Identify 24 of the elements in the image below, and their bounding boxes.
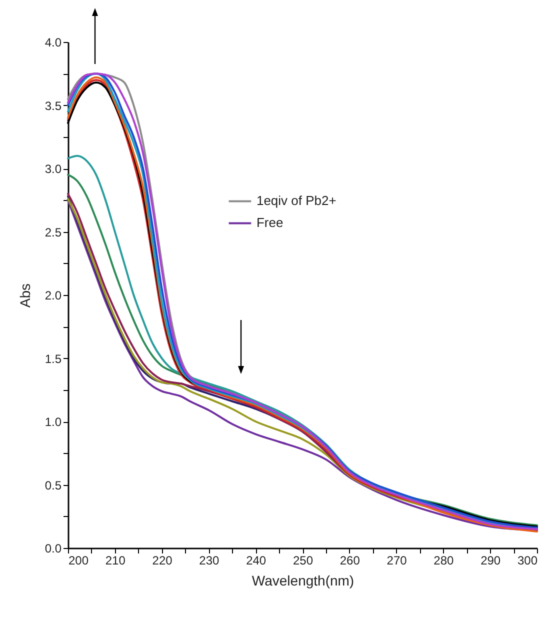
x-tick-label: 220 [152,554,173,568]
legend-label: Free [256,215,284,230]
y-tick-label: 2.0 [44,288,62,302]
x-axis-title: Wavelength(nm) [252,572,354,588]
x-tick-label: 250 [292,554,314,568]
x-tick-label: 290 [480,554,501,568]
x-tick-label: 240 [246,554,266,568]
y-tick-label: 3.5 [44,98,62,113]
y-tick-label: 0.5 [44,478,62,492]
x-tick-label: 260 [340,554,360,568]
x-tick-label: 230 [199,554,220,568]
x-tick-label: 300 [517,554,538,568]
y-tick-label: 1.0 [44,415,62,429]
x-tick-label: 210 [105,554,126,568]
y-tick-label: 3.0 [44,162,62,176]
y-tick-label: 1.5 [44,352,62,366]
x-tick-label: 270 [386,554,408,568]
legend-label: 1eqiv of Pb2+ [256,193,336,208]
y-tick-label: 4.0 [44,36,62,50]
y-tick-label: 2.5 [44,225,62,240]
x-tick-label: 280 [434,554,454,568]
y-axis-title: Abs [16,283,33,308]
y-tick-label: 0.0 [44,542,62,556]
x-tick-label: 200 [68,554,89,568]
